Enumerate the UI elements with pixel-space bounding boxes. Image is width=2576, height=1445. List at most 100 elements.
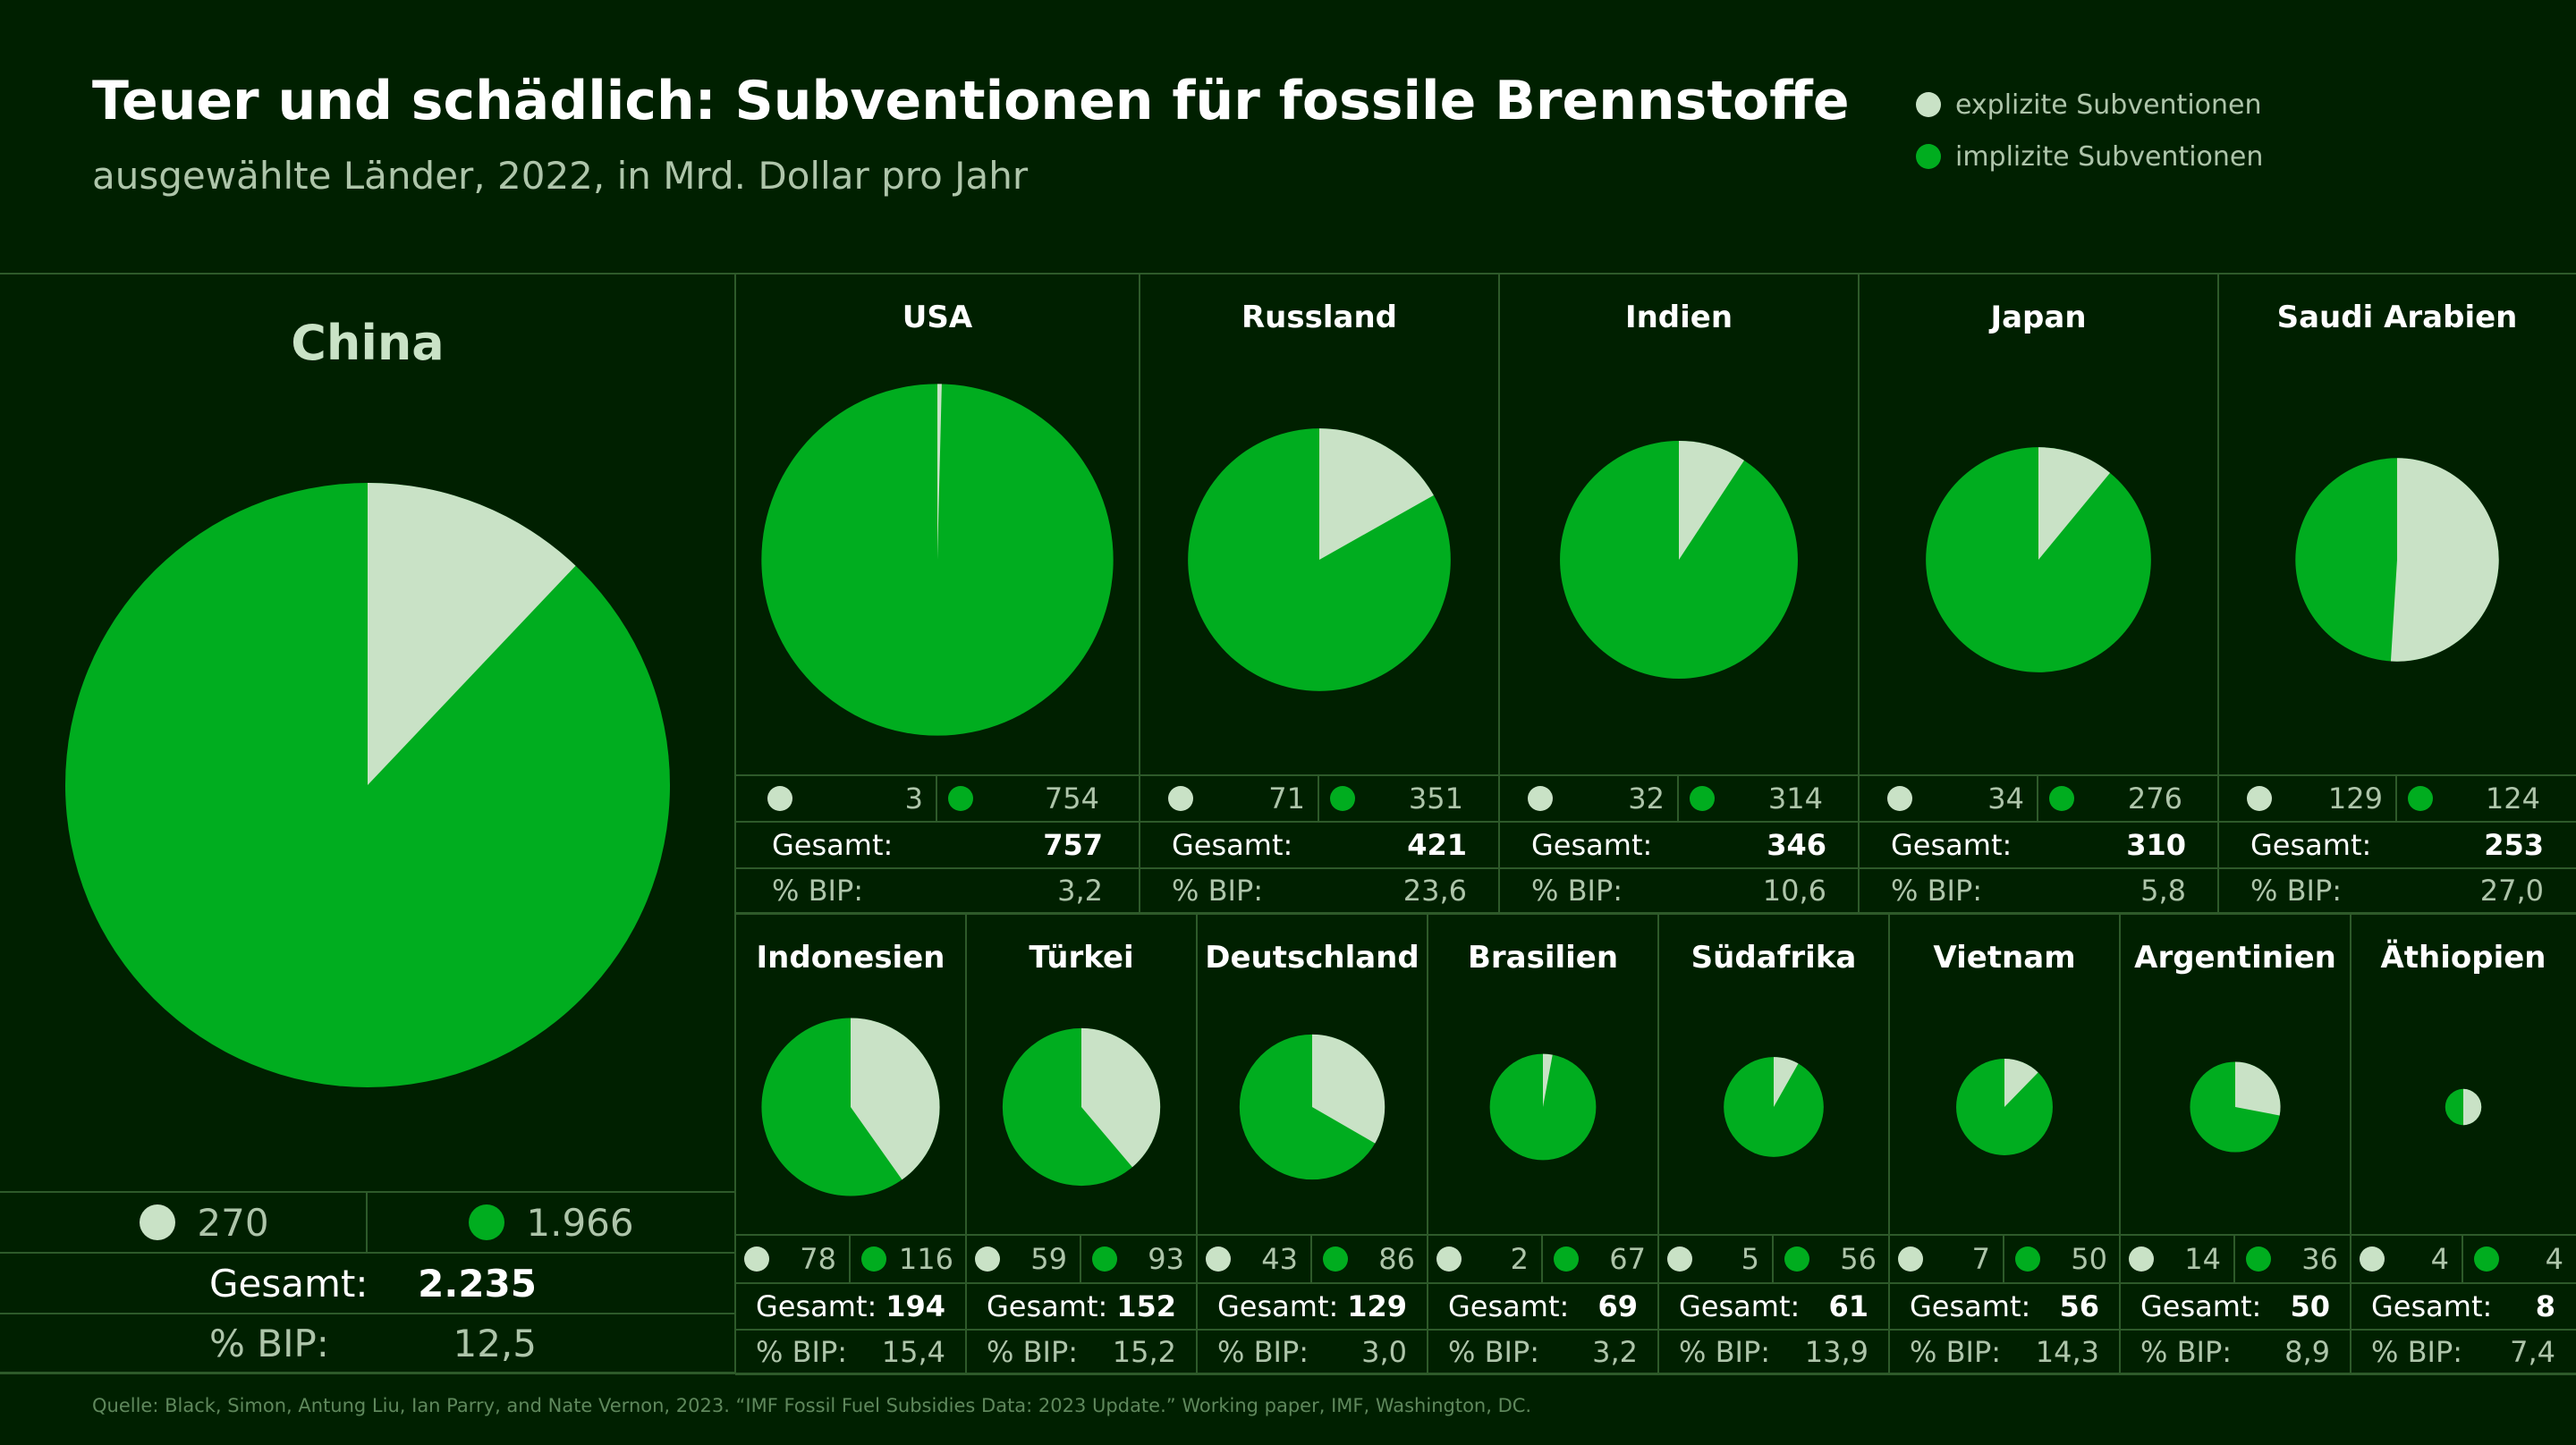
pie-slice-explicit-turkei [1081, 1027, 1161, 1168]
explicit-cell-turkei: 59 [966, 1236, 1081, 1282]
legend-label-explicit: explizite Subventionen [1955, 89, 2262, 121]
country-name-saudi-arabien: Saudi Arabien [2276, 300, 2518, 336]
total-label: Gesamt: [2371, 1289, 2493, 1323]
country-panel-sudafrika: Südafrika 5 56 Gesamt: 61 % BIP: 13,9 [1658, 914, 1889, 1375]
pie-slice-explicit-sudafrika [1774, 1057, 1799, 1107]
total-value-indien: 346 [1767, 828, 1826, 862]
explicit-value-vietnam: 7 [1971, 1242, 1990, 1276]
chart-legend: explizite Subventionen implizite Subvent… [1916, 79, 2263, 182]
explicit-dot-icon [140, 1204, 176, 1240]
total-value-argentinien: 50 [2290, 1289, 2330, 1323]
gdp-row-usa: % BIP: 3,2 [735, 867, 1140, 914]
explicit-dot-icon [2247, 786, 2272, 811]
gdp-row-indonesien: % BIP: 15,4 [735, 1329, 966, 1375]
total-label: Gesamt: [2250, 828, 2372, 862]
gdp-row-china: % BIP: 12,5 [0, 1313, 735, 1373]
implicit-dot-icon [1916, 144, 1941, 169]
gdp-label: % BIP: [1891, 874, 1983, 908]
total-value-turkei: 152 [1116, 1289, 1176, 1323]
explicit-value-sudafrika: 5 [1741, 1242, 1759, 1276]
implicit-cell-indonesien: 116 [851, 1236, 966, 1282]
explicit-cell-vietnam: 7 [1889, 1236, 2004, 1282]
explicit-dot-icon [1667, 1246, 1692, 1272]
implicit-cell-athiopien: 4 [2463, 1236, 2576, 1282]
gdp-row-deutschland: % BIP: 3,0 [1197, 1329, 1428, 1375]
implicit-dot-icon [1323, 1246, 1348, 1272]
gdp-value-saudi-arabien: 27,0 [2479, 874, 2544, 908]
gdp-row-sudafrika: % BIP: 13,9 [1658, 1329, 1889, 1375]
gdp-label: % BIP: [1679, 1335, 1771, 1369]
explicit-cell-argentinien: 14 [2120, 1236, 2235, 1282]
country-name-vietnam: Vietnam [1933, 940, 2076, 976]
implicit-cell-usa: 754 [937, 776, 1140, 821]
total-label: Gesamt: [756, 1289, 877, 1323]
total-row-saudi-arabien: Gesamt: 253 [2218, 821, 2576, 867]
explicit-cell-saudi-arabien: 129 [2218, 776, 2397, 821]
source-note: Quelle: Black, Simon, Antung Liu, Ian Pa… [92, 1395, 1532, 1416]
explicit-cell-usa: 3 [735, 776, 937, 821]
total-label: Gesamt: [772, 828, 894, 862]
total-value-vietnam: 56 [2059, 1289, 2099, 1323]
country-panel-japan: Japan 34 276 Gesamt: 310 % BIP: 5,8 [1859, 274, 2218, 914]
explicit-value-deutschland: 43 [1261, 1242, 1298, 1276]
pie-slice-explicit-japan [2038, 447, 2111, 560]
explicit-value-argentinien: 14 [2184, 1242, 2221, 1276]
country-panel-china: China 270 1.966 Gesamt: 2.235 % BIP: 12,5 [0, 274, 735, 1373]
gdp-row-athiopien: % BIP: 7,4 [2351, 1329, 2576, 1375]
total-value-russland: 421 [1407, 828, 1467, 862]
pie-slice-explicit-vietnam [2004, 1059, 2038, 1107]
implicit-cell-saudi-arabien: 124 [2397, 776, 2576, 821]
gdp-value-china: 12,5 [453, 1321, 537, 1365]
explicit-value-usa: 3 [904, 782, 923, 815]
implicit-cell-china: 1.966 [368, 1193, 735, 1252]
total-row-turkei: Gesamt: 152 [966, 1282, 1197, 1329]
pie-chart-brasilien [1489, 1053, 1597, 1161]
pie-chart-russland [1188, 428, 1451, 691]
total-row-japan: Gesamt: 310 [1859, 821, 2218, 867]
country-name-japan: Japan [1990, 300, 2087, 336]
values-row-china: 270 1.966 [0, 1191, 735, 1252]
explicit-cell-indonesien: 78 [735, 1236, 851, 1282]
implicit-dot-icon [1092, 1246, 1117, 1272]
explicit-cell-russland: 71 [1140, 776, 1319, 821]
country-name-sudafrika: Südafrika [1690, 940, 1857, 976]
total-row-argentinien: Gesamt: 50 [2120, 1282, 2351, 1329]
implicit-value-indien: 314 [1767, 782, 1823, 815]
page-title: Teuer und schädlich: Subventionen für fo… [92, 70, 1850, 132]
country-panel-deutschland: Deutschland 43 86 Gesamt: 129 % BIP: 3,0 [1197, 914, 1428, 1375]
country-name-indien: Indien [1624, 300, 1733, 336]
country-panel-turkei: Türkei 59 93 Gesamt: 152 % BIP: 15,2 [966, 914, 1197, 1375]
pie-slice-explicit-indien [1679, 441, 1744, 560]
explicit-value-athiopien: 4 [2430, 1242, 2449, 1276]
explicit-value-turkei: 59 [1030, 1242, 1067, 1276]
gdp-row-turkei: % BIP: 15,2 [966, 1329, 1197, 1375]
legend-label-implicit: implizite Subventionen [1955, 140, 2264, 173]
total-value-brasilien: 69 [1597, 1289, 1638, 1323]
values-row-russland: 71 351 [1140, 774, 1499, 821]
implicit-cell-japan: 276 [2038, 776, 2218, 821]
explicit-dot-icon [2129, 1246, 2154, 1272]
legend-item-explicit: explizite Subventionen [1916, 79, 2263, 131]
total-label: Gesamt: [1172, 828, 1293, 862]
implicit-dot-icon [2408, 786, 2433, 811]
gdp-row-russland: % BIP: 23,6 [1140, 867, 1499, 914]
implicit-value-deutschland: 86 [1378, 1242, 1415, 1276]
gdp-label: % BIP: [772, 874, 864, 908]
implicit-cell-deutschland: 86 [1312, 1236, 1428, 1282]
country-name-argentinien: Argentinien [2134, 940, 2336, 976]
total-value-deutschland: 129 [1347, 1289, 1407, 1323]
total-label: Gesamt: [1531, 828, 1653, 862]
values-row-indonesien: 78 116 [735, 1234, 966, 1282]
explicit-cell-japan: 34 [1859, 776, 2038, 821]
gdp-row-indien: % BIP: 10,6 [1499, 867, 1859, 914]
country-name-brasilien: Brasilien [1467, 940, 1619, 976]
gdp-value-indien: 10,6 [1762, 874, 1826, 908]
implicit-dot-icon [1690, 786, 1715, 811]
pie-chart-usa [761, 384, 1114, 736]
total-label: Gesamt: [1679, 1289, 1801, 1323]
implicit-cell-sudafrika: 56 [1774, 1236, 1889, 1282]
country-panel-russland: Russland 71 351 Gesamt: 421 % BIP: 23,6 [1140, 274, 1499, 914]
implicit-value-sudafrika: 56 [1840, 1242, 1877, 1276]
explicit-dot-icon [2360, 1246, 2385, 1272]
